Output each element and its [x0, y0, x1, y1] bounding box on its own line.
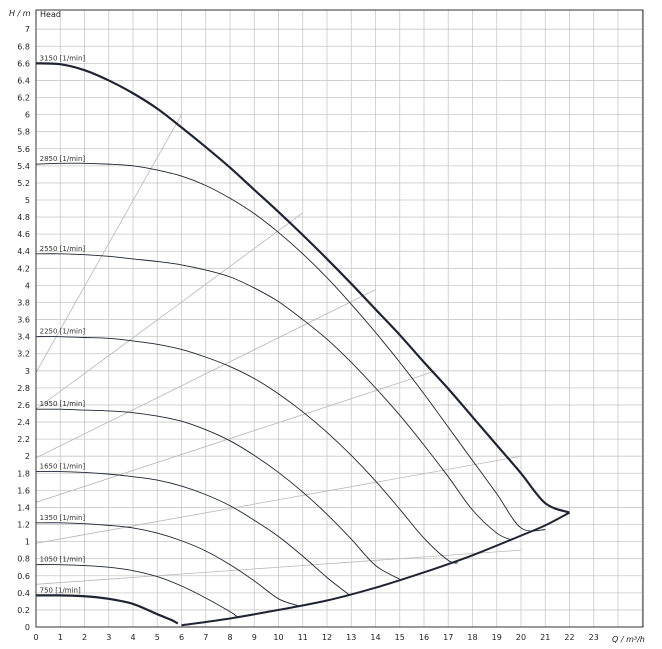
y-tick-label: 0.4	[17, 589, 30, 598]
speed-curve	[35, 408, 400, 580]
y-tick-label: 1.2	[17, 521, 30, 530]
y-tick-label: 0.6	[17, 572, 30, 581]
y-tick-label: 4.6	[17, 230, 30, 239]
y-tick-label: 2	[25, 452, 30, 461]
x-tick-label: 2	[82, 633, 87, 642]
x-tick-label: 1	[58, 633, 63, 642]
x-tick-label: 9	[252, 633, 257, 642]
x-tick-label: 12	[322, 633, 332, 642]
y-tick-label: 5.4	[17, 162, 30, 171]
y-tick-label: 5.2	[17, 179, 30, 188]
y-tick-labels: 0 0.2 0.4 0.6 0.8 1 1.2 1.4 1.6 1.8 2 2.2 2.4 2.6 2.8 3…	[17, 25, 30, 632]
efficiency-line	[35, 212, 303, 410]
curve-labels: 3150 [1/min] 2850 [1/min] 2550 [1/min] 2250…	[40, 54, 86, 594]
efficiency-line	[35, 114, 182, 373]
y-tick-label: 7	[25, 25, 30, 34]
speed-curve	[35, 471, 350, 595]
curve-label: 2850 [1/min]	[40, 155, 86, 163]
curve-label: 750 [1/min]	[40, 586, 81, 594]
x-tick-label: 4	[130, 633, 135, 642]
limit-curve	[181, 511, 570, 627]
y-tick-label: 2.8	[17, 384, 30, 393]
y-tick-label: 4.2	[17, 264, 30, 273]
plot-frame	[35, 9, 644, 628]
y-tick-label: 1.8	[17, 469, 30, 478]
curve-label: 1050 [1/min]	[40, 556, 86, 564]
speed-curve	[35, 162, 546, 532]
y-tick-label: 6.6	[17, 59, 30, 68]
y-tick-label: 0.8	[17, 555, 30, 564]
y-tick-label: 3.2	[17, 350, 30, 359]
x-tick-label: 10	[273, 633, 283, 642]
efficiency-line	[35, 289, 376, 459]
y-tick-label: 3.8	[17, 298, 30, 307]
efficiency-line	[35, 370, 437, 503]
y-tick-label: 0.2	[17, 606, 30, 615]
curve-label: 1350 [1/min]	[40, 514, 86, 522]
x-tick-label: 23	[589, 633, 599, 642]
curve-label: 2250 [1/min]	[40, 328, 86, 336]
chart-title: Head	[40, 10, 61, 19]
curve-label: 1950 [1/min]	[40, 400, 86, 408]
x-tick-label: 17	[443, 633, 453, 642]
y-tick-label: 4.4	[17, 247, 30, 256]
x-tick-label: 21	[540, 633, 550, 642]
speed-curve	[35, 522, 299, 607]
y-tick-label: 4.8	[17, 213, 30, 222]
y-tick-label: 5.6	[17, 145, 30, 154]
speed-curve	[35, 594, 179, 625]
curve-label: 2550 [1/min]	[40, 245, 86, 253]
speed-curve	[35, 253, 512, 541]
curve-label: 3150 [1/min]	[40, 54, 86, 62]
x-tick-label: 8	[227, 633, 232, 642]
y-tick-label: 6.8	[17, 42, 30, 51]
speed-curves	[35, 62, 570, 625]
y-tick-label: 1.4	[17, 503, 30, 512]
y-tick-label: 6.4	[17, 76, 30, 85]
y-tick-label: 0	[25, 623, 30, 632]
y-tick-label: 5	[25, 196, 30, 205]
y-tick-label: 6.2	[17, 94, 30, 103]
x-tick-label: 13	[346, 633, 356, 642]
x-tick-label: 6	[179, 633, 184, 642]
x-tick-label: 0	[33, 633, 38, 642]
y-tick-label: 4	[25, 281, 30, 290]
speed-curve	[35, 336, 459, 564]
y-tick-label: 1.6	[17, 486, 30, 495]
x-tick-label: 15	[395, 633, 405, 642]
x-tick-label: 19	[492, 633, 502, 642]
x-tick-labels: 0 1 2 3 4 5 6 7 8 9 10 11 12 13 14 15 16 17 18 19 20 21 22 23	[33, 633, 598, 642]
y-tick-label: 3	[25, 367, 30, 376]
limit-curve-line	[181, 511, 570, 627]
x-axis-label: Q / m³/h	[612, 635, 645, 644]
y-tick-label: 2.6	[17, 401, 30, 410]
y-tick-label: 3.6	[17, 316, 30, 325]
speed-curve	[35, 62, 570, 514]
y-tick-label: 1	[25, 538, 30, 547]
y-tick-label: 6	[25, 111, 30, 120]
x-tick-label: 5	[155, 633, 160, 642]
x-tick-label: 18	[467, 633, 477, 642]
speed-curve	[35, 564, 238, 618]
x-tick-label: 16	[419, 633, 429, 642]
y-axis-label: H / m	[9, 9, 31, 18]
x-tick-label: 20	[516, 633, 526, 642]
x-tick-label: 11	[298, 633, 308, 642]
y-tick-label: 5.8	[17, 128, 30, 137]
y-tick-label: 3.4	[17, 333, 30, 342]
grid	[35, 10, 643, 628]
curve-label: 1650 [1/min]	[40, 463, 86, 471]
x-tick-label: 14	[370, 633, 380, 642]
y-tick-label: 2.2	[17, 435, 30, 444]
x-tick-label: 3	[106, 633, 111, 642]
x-tick-label: 22	[564, 633, 574, 642]
x-tick-label: 7	[203, 633, 208, 642]
y-tick-label: 2.4	[17, 418, 30, 427]
